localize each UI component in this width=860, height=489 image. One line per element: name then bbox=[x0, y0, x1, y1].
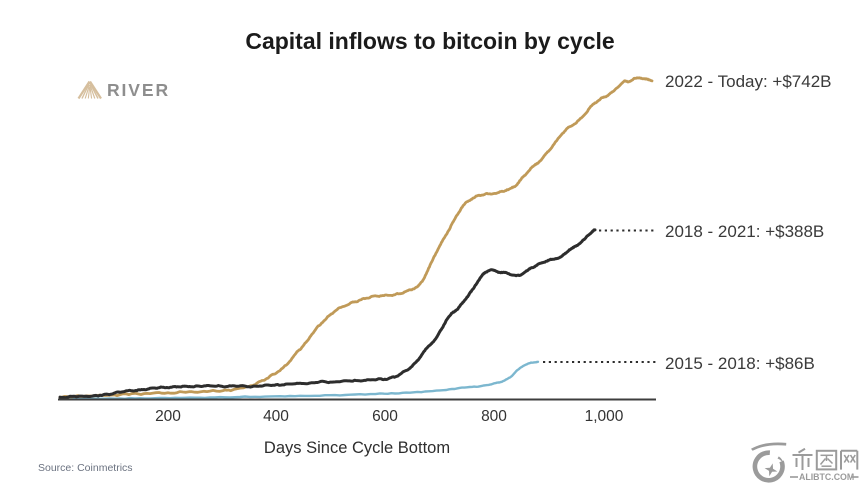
svg-text:2022 - Today: +$742B: 2022 - Today: +$742B bbox=[665, 72, 832, 91]
svg-text:200: 200 bbox=[155, 408, 181, 425]
svg-text:400: 400 bbox=[263, 408, 289, 425]
svg-text:Source: Coinmetrics: Source: Coinmetrics bbox=[38, 462, 133, 474]
svg-text:800: 800 bbox=[481, 408, 507, 425]
svg-text:2015 - 2018: +$86B: 2015 - 2018: +$86B bbox=[665, 354, 815, 373]
svg-text:600: 600 bbox=[372, 408, 398, 425]
svg-text:2018 - 2021: +$388B: 2018 - 2021: +$388B bbox=[665, 222, 824, 241]
svg-text:Days Since Cycle Bottom: Days Since Cycle Bottom bbox=[264, 439, 450, 457]
svg-text:ALIBTC.COM: ALIBTC.COM bbox=[799, 472, 854, 482]
svg-text:1,000: 1,000 bbox=[585, 408, 624, 425]
svg-text:Capital inflows to bitcoin by: Capital inflows to bitcoin by cycle bbox=[245, 28, 614, 54]
svg-text:RIVER: RIVER bbox=[107, 80, 170, 100]
